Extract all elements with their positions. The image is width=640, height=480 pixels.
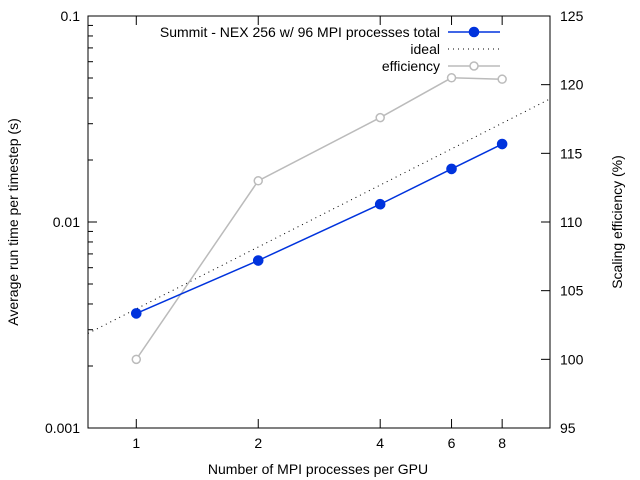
x-tick-label: 4 [376, 435, 384, 451]
legend-label: ideal [410, 41, 440, 57]
data-point [252, 255, 264, 266]
legend-swatch-marker [468, 26, 480, 38]
legend-label: efficiency [382, 58, 440, 74]
x-axis-title: Number of MPI processes per GPU [208, 461, 428, 477]
y-tick-label: 0.01 [53, 214, 80, 230]
x-axis-ticks: 1 2 4 6 8 [132, 16, 506, 451]
x-tick-label: 2 [254, 435, 262, 451]
data-point [131, 354, 142, 365]
data-point [496, 138, 508, 150]
y2-tick-label: 105 [560, 283, 584, 299]
data-point [375, 112, 385, 123]
series-line-2 [135, 77, 503, 360]
y-tick-label: 0.1 [61, 8, 81, 24]
data-point [497, 74, 507, 84]
y-tick-label: 0.001 [45, 420, 80, 436]
data-point [374, 198, 386, 210]
series-layer [87, 73, 551, 365]
y-axis-title: Average run time per timestep (s) [5, 118, 21, 326]
y2-tick-label: 125 [560, 8, 584, 24]
y2-axis-title: Scaling efficiency (%) [609, 155, 625, 289]
legend-label: Summit - NEX 256 w/ 96 MPI processes tot… [160, 24, 440, 40]
y2-tick-label: 110 [560, 214, 583, 230]
series-line-1 [87, 98, 551, 334]
data-point [253, 176, 263, 186]
y2-axis-ticks: 95 100 105 110 115 120 125 [541, 8, 584, 436]
y2-tick-label: 100 [560, 351, 584, 367]
y2-tick-label: 120 [560, 77, 584, 93]
x-tick-label: 1 [132, 435, 140, 451]
y-axis-ticks: 0.001 0.01 0.1 [45, 8, 550, 436]
data-point [446, 73, 457, 83]
y2-tick-label: 115 [560, 145, 583, 161]
legend: Summit - NEX 256 w/ 96 MPI processes tot… [160, 24, 500, 74]
x-tick-label: 6 [448, 435, 456, 451]
data-point [130, 308, 142, 319]
legend-swatch-marker [469, 61, 479, 71]
data-point [446, 163, 457, 175]
y2-tick-label: 95 [560, 420, 576, 436]
x-tick-label: 8 [498, 435, 506, 451]
plot-frame [87, 15, 551, 429]
